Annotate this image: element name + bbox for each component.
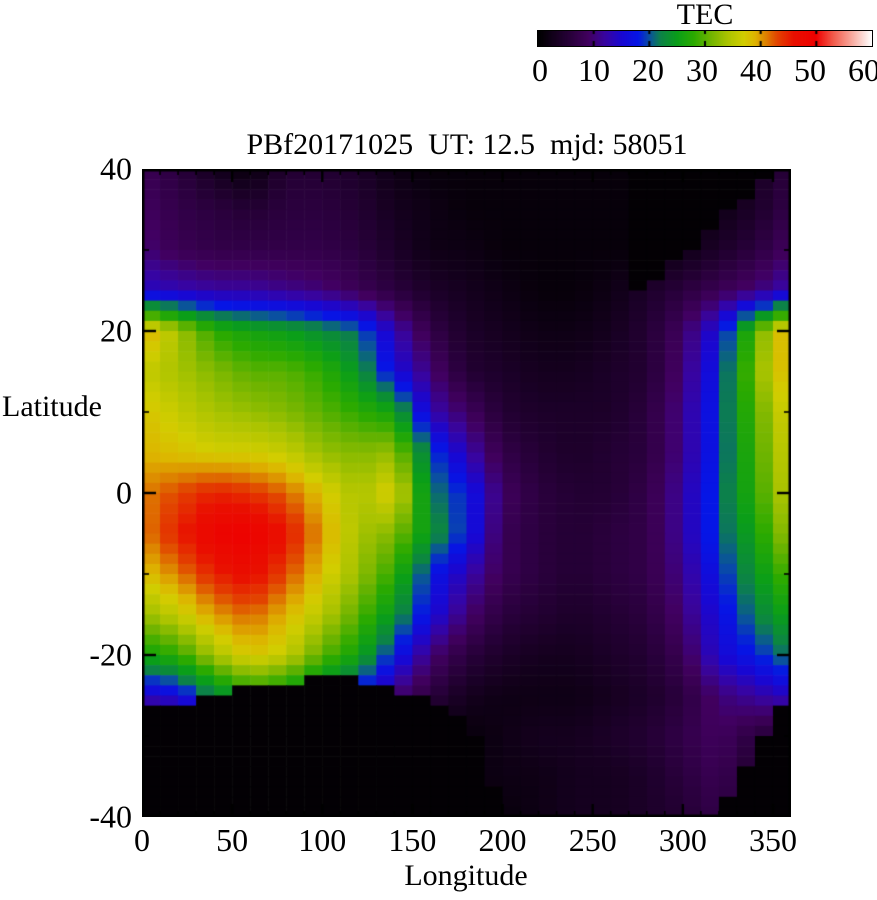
x-tick-label: 100: [298, 822, 347, 858]
y-tick-label: -20: [89, 636, 132, 673]
colorbar-tick-label: 10: [578, 52, 610, 88]
y-tick-label: 40: [100, 150, 132, 187]
colorbar-tick-label: 0: [532, 52, 548, 88]
x-tick-label: 300: [658, 822, 707, 858]
y-axis-label: Latitude: [2, 390, 102, 423]
x-tick-label: 350: [748, 822, 797, 858]
x-tick-label: 150: [388, 822, 437, 858]
x-axis-label: Longitude: [404, 859, 528, 892]
colorbar-tick-label: 50: [794, 52, 826, 88]
y-tick-label: -40: [89, 798, 132, 835]
colorbar-tick-label: 40: [740, 52, 772, 88]
y-tick-label: 20: [100, 312, 132, 349]
x-tick-label: 200: [478, 822, 527, 858]
colorbar-gradient: [537, 30, 873, 47]
colorbar-tick-label: 60: [848, 52, 877, 88]
x-tick-label: 250: [568, 822, 617, 858]
colorbar-tick-label: 20: [632, 52, 664, 88]
colorbar-title: TEC: [676, 0, 734, 31]
x-tick-label: 0: [134, 822, 150, 858]
tec-heatmap-canvas: [142, 169, 791, 817]
plot-title: PBf20171025 UT: 12.5 mjd: 58051: [246, 128, 688, 161]
x-tick-label: 50: [216, 822, 249, 858]
colorbar-tick-label: 30: [686, 52, 718, 88]
y-tick-label: 0: [116, 474, 132, 511]
